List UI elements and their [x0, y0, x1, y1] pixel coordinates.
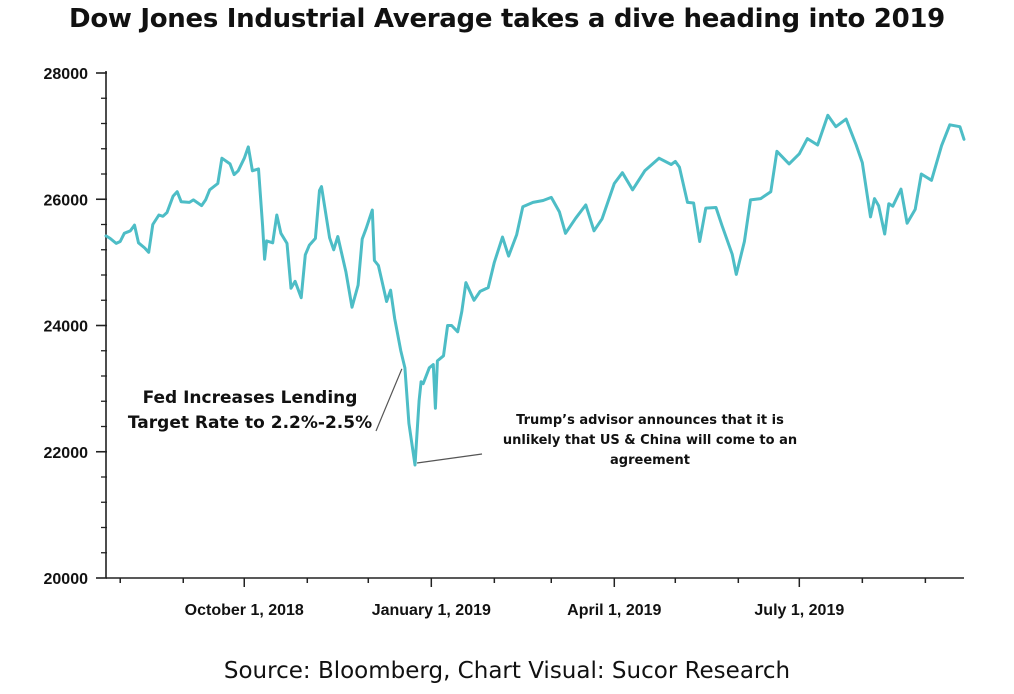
annotation-trade: Trump’s advisor announces that it is unli…	[416, 413, 797, 468]
chart-title: Dow Jones Industrial Average takes a div…	[69, 4, 945, 34]
annotation-trade-leader	[416, 453, 483, 464]
annotation-fed: Fed Increases Lending Target Rate to 2.2%…	[128, 368, 403, 433]
series-layer	[104, 113, 966, 467]
x-tick-label: July 1, 2019	[754, 602, 844, 619]
annotation-fed-text: Fed Increases Lending	[143, 388, 358, 408]
annotation-trade-text: agreement	[610, 453, 690, 468]
axes: 20000 22000 24000 26000 28000 October 1, 2018…	[44, 66, 964, 619]
annotation-fed-text: Target Rate to 2.2%-2.5%	[128, 413, 372, 433]
y-tick-label: 28000	[44, 66, 89, 83]
annotation-trade-text: unlikely that US & China will come to an	[503, 433, 797, 448]
x-tick-label: April 1, 2019	[567, 602, 661, 619]
y-tick-label: 26000	[44, 192, 89, 209]
x-tick-label: January 1, 2019	[372, 602, 491, 619]
source-caption: Source: Bloomberg, Chart Visual: Sucor R…	[223, 658, 791, 684]
y-tick-label: 20000	[44, 571, 89, 588]
annotation-trade-text: Trump’s advisor announces that it is	[516, 413, 784, 428]
y-tick-label: 22000	[44, 445, 89, 462]
annotation-fed-leader	[375, 368, 403, 432]
x-tick-label: October 1, 2018	[185, 602, 304, 619]
annotation-layer: Fed Increases Lending Target Rate to 2.2%…	[128, 368, 797, 468]
y-tick-label: 24000	[44, 319, 89, 336]
series-line	[104, 113, 966, 467]
